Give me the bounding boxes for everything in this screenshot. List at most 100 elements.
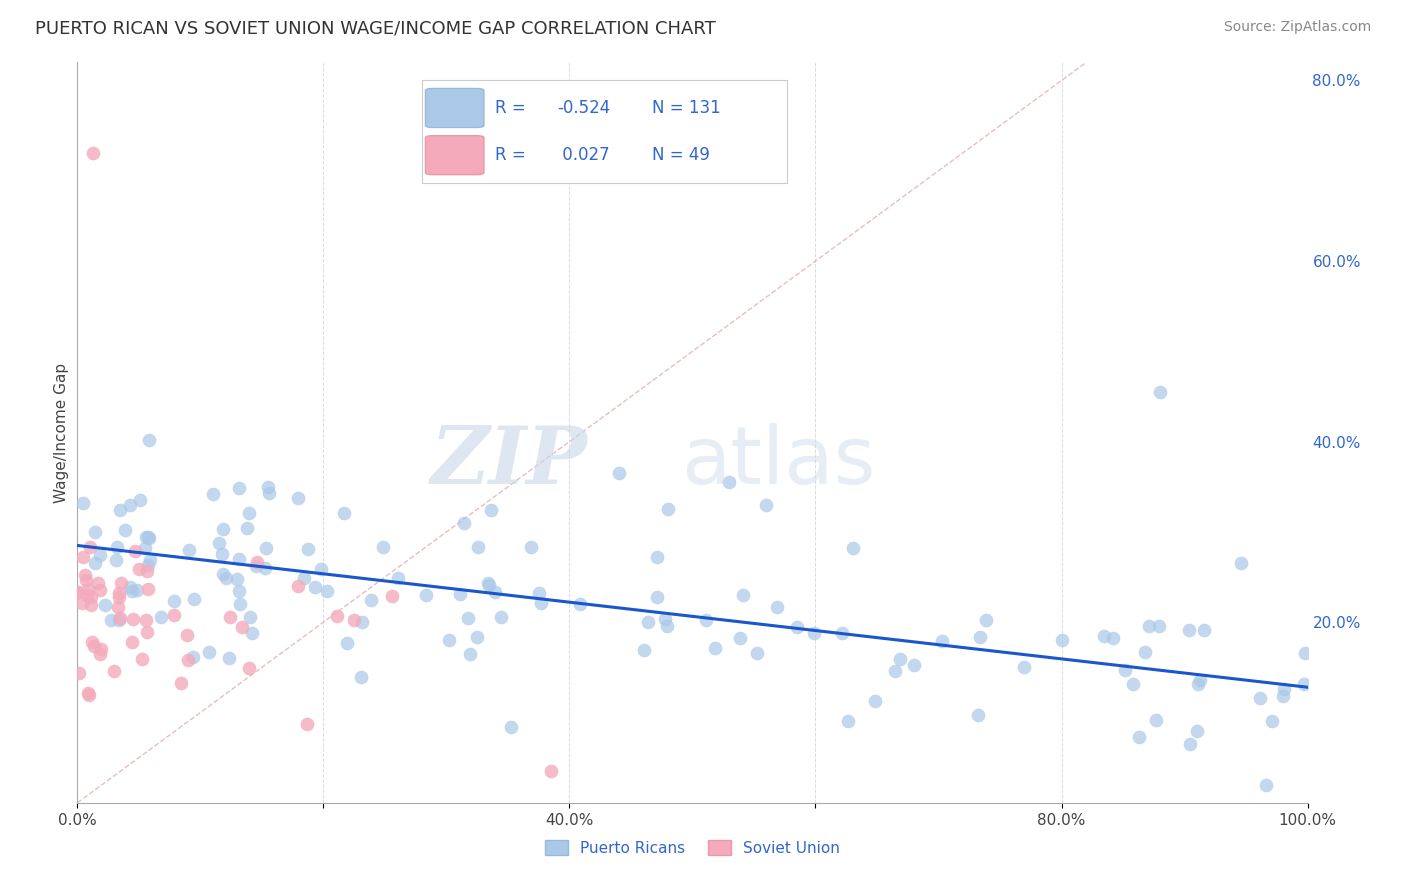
Point <box>76 588 98 602</box>
Point <box>569 597 592 611</box>
Point <box>238 507 260 521</box>
Point <box>231 620 253 634</box>
Point <box>135 530 157 544</box>
Point <box>931 634 953 648</box>
Point <box>519 540 541 554</box>
Point <box>645 550 668 565</box>
Point <box>883 664 905 678</box>
Point <box>336 636 359 650</box>
Point <box>704 641 727 656</box>
Point <box>89 647 111 661</box>
Point <box>467 541 489 555</box>
Point <box>633 643 655 657</box>
Point <box>66 585 89 599</box>
FancyBboxPatch shape <box>426 136 484 175</box>
Point <box>77 688 100 702</box>
Point <box>1133 645 1156 659</box>
Point <box>228 583 250 598</box>
Point <box>136 625 159 640</box>
Point <box>257 480 280 494</box>
Point <box>1187 724 1209 739</box>
Point <box>637 615 659 629</box>
Point <box>114 523 136 537</box>
Point <box>242 625 264 640</box>
Point <box>229 597 252 611</box>
Text: atlas: atlas <box>682 423 876 501</box>
Point <box>527 586 550 600</box>
Point <box>292 572 315 586</box>
Point <box>245 558 267 573</box>
Point <box>449 586 471 600</box>
Point <box>381 589 404 603</box>
Point <box>100 613 122 627</box>
Y-axis label: Wage/Income Gap: Wage/Income Gap <box>53 362 69 503</box>
Point <box>1122 677 1144 691</box>
Point <box>84 556 107 570</box>
Point <box>183 592 205 607</box>
Point <box>479 503 502 517</box>
Point <box>415 588 437 602</box>
Point <box>1254 778 1277 792</box>
Point <box>352 615 374 630</box>
Point <box>484 585 506 599</box>
Point <box>1272 681 1295 696</box>
Point <box>239 609 262 624</box>
Point <box>969 630 991 644</box>
Point <box>136 582 159 596</box>
Point <box>1292 677 1315 691</box>
Point <box>1144 714 1167 728</box>
Point <box>226 572 249 586</box>
Point <box>72 550 94 565</box>
Point <box>108 591 131 605</box>
Point <box>135 613 157 627</box>
Point <box>967 708 990 723</box>
Point <box>211 547 233 561</box>
Point <box>215 571 238 585</box>
Point <box>297 542 319 557</box>
Point <box>1192 624 1215 638</box>
Point <box>134 541 156 555</box>
Point <box>128 562 150 576</box>
Point <box>1189 673 1212 688</box>
Point <box>657 618 679 632</box>
Point <box>110 502 132 516</box>
Point <box>657 502 679 516</box>
Point <box>76 686 98 700</box>
Point <box>80 634 103 648</box>
Point <box>198 645 221 659</box>
Text: N = 131: N = 131 <box>652 99 721 117</box>
Point <box>108 611 131 625</box>
Point <box>228 481 250 495</box>
Point <box>201 486 224 500</box>
Point <box>77 582 100 597</box>
Point <box>66 584 89 599</box>
Point <box>728 631 751 645</box>
Text: N = 49: N = 49 <box>652 146 710 164</box>
Point <box>138 530 160 544</box>
Point <box>177 653 200 667</box>
Point <box>121 583 143 598</box>
Point <box>170 676 193 690</box>
Point <box>343 613 366 627</box>
Point <box>1272 689 1295 703</box>
Point <box>373 541 395 555</box>
Point <box>104 553 127 567</box>
Point <box>131 652 153 666</box>
Point <box>1092 629 1115 643</box>
Point <box>108 586 131 600</box>
Point <box>309 562 332 576</box>
Point <box>304 580 326 594</box>
Point <box>73 567 96 582</box>
Point <box>121 635 143 649</box>
Point <box>218 650 240 665</box>
Point <box>254 541 277 556</box>
Point <box>139 553 162 567</box>
Point <box>477 576 499 591</box>
Point <box>83 639 105 653</box>
Point <box>287 491 309 506</box>
Point <box>1147 619 1170 633</box>
Point <box>1261 714 1284 728</box>
Point <box>326 608 349 623</box>
Text: Source: ZipAtlas.com: Source: ZipAtlas.com <box>1223 20 1371 34</box>
Text: -0.524: -0.524 <box>557 99 610 117</box>
